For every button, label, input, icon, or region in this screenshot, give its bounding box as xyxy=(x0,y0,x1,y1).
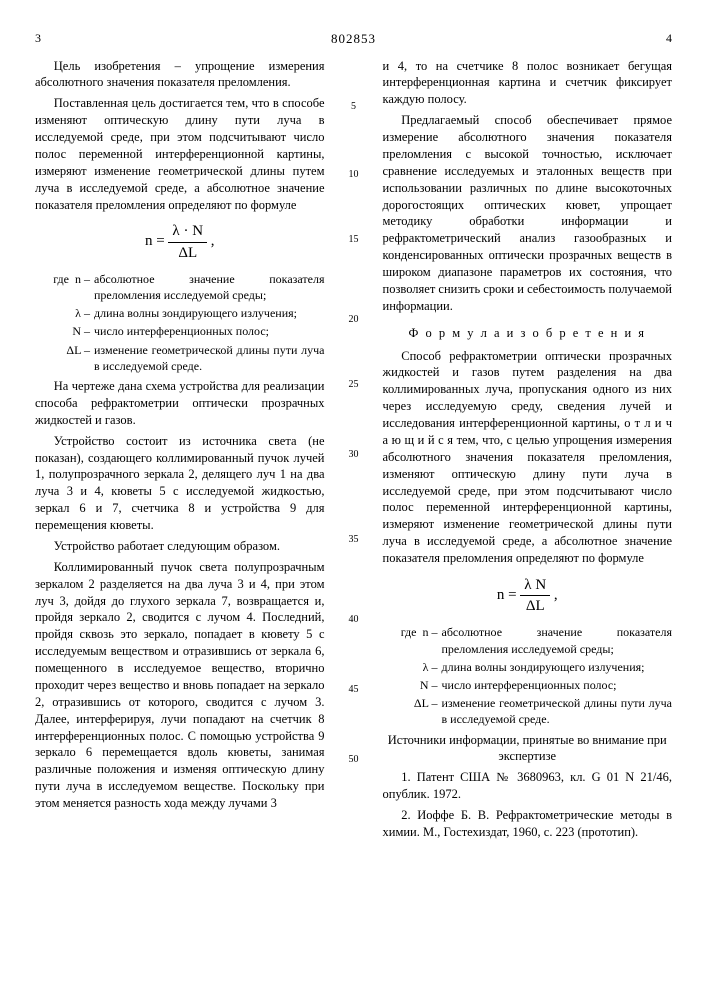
line-mark: 15 xyxy=(345,233,363,247)
paragraph: На чертеже дана схема устройства для реа… xyxy=(35,378,325,429)
references: Источники информации, принятые во вниман… xyxy=(383,732,673,841)
right-page-number: 4 xyxy=(666,30,672,48)
where-def: абсолютное значение показателя преломлен… xyxy=(442,624,673,656)
reference-item: 1. Патент США № 3680963, кл. G 01 N 21/4… xyxy=(383,769,673,803)
where-def: число интерференционных полос; xyxy=(442,677,673,693)
paragraph: Устройство состоит из источника света (н… xyxy=(35,433,325,534)
line-mark: 35 xyxy=(345,533,363,547)
denominator: ΔL xyxy=(520,596,550,616)
claim-text: Способ рефрактометрии оптически прозрачн… xyxy=(383,348,673,567)
denominator: ΔL xyxy=(168,243,207,263)
formula-lhs: n = xyxy=(497,587,517,603)
where-lead: где n – xyxy=(35,271,94,303)
line-mark: 45 xyxy=(345,683,363,697)
page-header: 3 802853 4 xyxy=(35,30,672,48)
where-def: число интерференционных полос; xyxy=(94,323,325,339)
reference-item: 2. Иоффе Б. В. Рефрактометрические метод… xyxy=(383,807,673,841)
formula-lhs: n = xyxy=(145,234,165,250)
paragraph: Коллимированный пучок света полупрозрачн… xyxy=(35,559,325,812)
numerator: λ N xyxy=(520,575,550,596)
where-sym: λ – xyxy=(383,659,442,675)
paragraph: Поставленная цель достигается тем, что в… xyxy=(35,95,325,213)
right-column: и 4, то на счетчике 8 полос возникает бе… xyxy=(383,58,673,845)
where-lead: где n – xyxy=(383,624,442,656)
where-sym: ΔL – xyxy=(383,695,442,727)
line-mark: 5 xyxy=(345,100,363,114)
where-sym: N – xyxy=(35,323,94,339)
fraction: λ · N ΔL xyxy=(168,221,207,263)
fraction: λ N ΔL xyxy=(520,575,550,617)
where-sym: ΔL – xyxy=(35,342,94,374)
where-def: длина волны зондирующего излучения; xyxy=(94,305,325,321)
where-sym: λ – xyxy=(35,305,94,321)
where-block: где n – абсолютное значение показателя п… xyxy=(35,271,325,374)
paragraph: Устройство работает следующим образом. xyxy=(35,538,325,555)
left-column: Цель изобретения – упрощение измерения а… xyxy=(35,58,325,845)
formula-trail: , xyxy=(554,587,558,603)
line-mark: 50 xyxy=(345,753,363,767)
paragraph: Предлагаемый способ обеспечивает прямое … xyxy=(383,112,673,315)
line-mark: 25 xyxy=(345,378,363,392)
line-mark: 30 xyxy=(345,448,363,462)
paragraph: и 4, то на счетчике 8 полос возникает бе… xyxy=(383,58,673,109)
where-def: длина волны зондирующего излучения; xyxy=(442,659,673,675)
formula: n = λ · N ΔL , xyxy=(35,221,325,263)
text-columns: Цель изобретения – упрощение измерения а… xyxy=(35,58,672,845)
formula: n = λ N ΔL , xyxy=(383,575,673,617)
claim-title: Ф о р м у л а и з о б р е т е н и я xyxy=(383,325,673,342)
paragraph: Цель изобретения – упрощение измерения а… xyxy=(35,58,325,92)
numerator: λ · N xyxy=(168,221,207,242)
line-number-gutter: 5 10 15 20 25 30 35 40 45 50 xyxy=(345,58,363,845)
line-mark: 40 xyxy=(345,613,363,627)
where-sym: N – xyxy=(383,677,442,693)
where-def: изменение геометрической длины пути луча… xyxy=(442,695,673,727)
where-block: где n – абсолютное значение показателя п… xyxy=(383,624,673,727)
line-mark: 10 xyxy=(345,168,363,182)
references-title: Источники информации, принятые во вниман… xyxy=(383,732,673,766)
where-def: изменение геометрической длины пути луча… xyxy=(94,342,325,374)
formula-trail: , xyxy=(211,234,215,250)
line-mark: 20 xyxy=(345,313,363,327)
where-def: абсолютное значение показателя преломлен… xyxy=(94,271,325,303)
patent-number: 802853 xyxy=(41,30,666,48)
